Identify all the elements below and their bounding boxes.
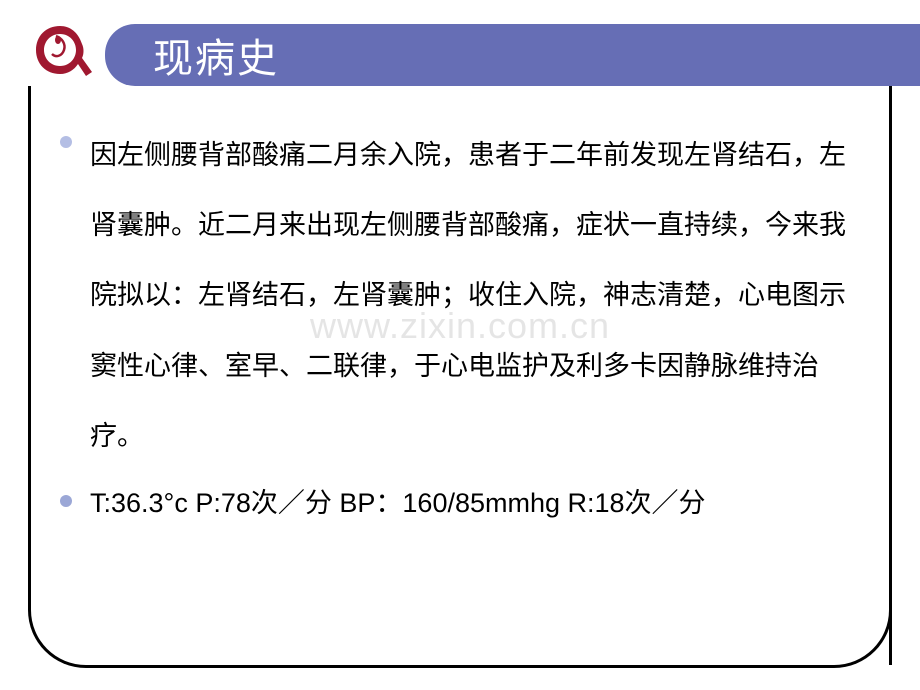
history-text: 因左侧腰背部酸痛二月余入院，患者于二年前发现左肾结石，左肾囊肿。近二月来出现左侧… xyxy=(90,120,870,471)
list-item: T:36.3°c P:78次／分 BP：160/85mmhg R:18次／分 xyxy=(60,479,870,528)
header-bar: 现病史 xyxy=(105,24,920,86)
logo-icon xyxy=(18,18,103,90)
vitals-text: T:36.3°c P:78次／分 BP：160/85mmhg R:18次／分 xyxy=(90,479,706,528)
page-title: 现病史 xyxy=(153,26,279,84)
bullet-icon xyxy=(60,136,72,148)
content-area: 因左侧腰背部酸痛二月余入院，患者于二年前发现左肾结石，左肾囊肿。近二月来出现左侧… xyxy=(60,120,870,640)
bullet-icon xyxy=(60,495,72,507)
list-item: 因左侧腰背部酸痛二月余入院，患者于二年前发现左肾结石，左肾囊肿。近二月来出现左侧… xyxy=(60,120,870,471)
